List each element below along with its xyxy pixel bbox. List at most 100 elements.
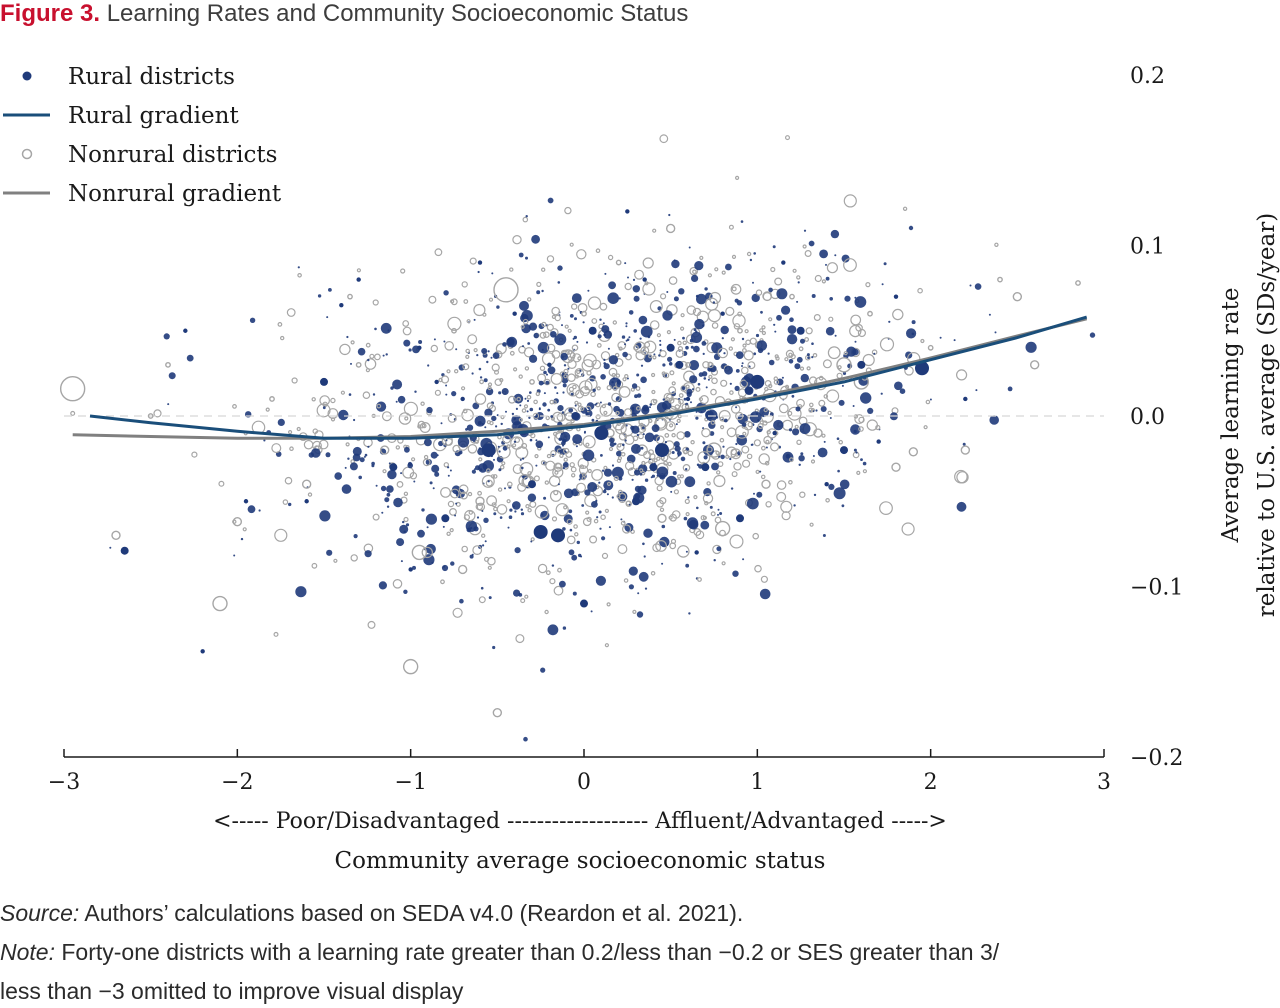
rural-district-point [562,527,566,531]
nonrural-district-point [741,445,750,454]
omission-note-line-2: less than −3 omitted to improve visual d… [0,978,464,1004]
rural-district-point [529,438,533,442]
rural-district-point [595,499,598,502]
nonrural-district-point [693,495,698,500]
nonrural-district-point [730,448,742,460]
nonrural-district-point [808,407,814,413]
nonrural-district-point [927,344,934,351]
nonrural-district-point [702,493,714,504]
rural-district-point [677,451,682,456]
nonrural-district-point [457,564,468,575]
nonrural-district-point [474,393,487,405]
nonrural-district-point [487,556,496,566]
rural-district-point [673,441,680,448]
nonrural-district-point [307,492,313,497]
rural-district-point [451,391,457,397]
nonrural-district-point [595,248,601,254]
rural-district-point [502,445,508,451]
rural-district-point [636,373,640,377]
nonrural-district-point [514,437,521,443]
nonrural-district-point [711,322,719,329]
nonrural-district-point [719,425,725,430]
rural-district-point [498,468,502,472]
rural-district-point [628,336,631,339]
nonrural-district-point [506,481,513,488]
rural-district-point [788,359,794,364]
rural-district-point [556,392,559,395]
nonrural-district-point [280,335,285,341]
nonrural-district-point [678,398,684,405]
rural-district-point [600,374,606,380]
nonrural-district-point [511,443,517,448]
rural-district-point [830,229,840,239]
nonrural-district-point [635,386,641,391]
nonrural-district-point [544,480,550,485]
nonrural-district-point [676,418,681,423]
rural-district-point [671,259,680,269]
rural-district-point [502,342,507,347]
rural-district-point [601,469,605,472]
rural-district-point [353,534,358,539]
nonrural-district-point [461,281,468,288]
rural-district-point [528,416,531,419]
rural-district-point [776,288,788,300]
rural-district-point [800,373,809,383]
rural-district-point [671,451,675,454]
nonrural-district-point [607,254,614,261]
x-tick-label: −3 [48,770,80,795]
nonrural-district-point [497,487,503,492]
rural-district-point [442,525,445,528]
rural-district-point [796,356,803,363]
rural-district-point [659,343,662,346]
nonrural-district-point [533,475,540,482]
rural-district-point [781,305,791,315]
rural-district-point [525,256,528,260]
rural-district-point [372,393,376,396]
nonrural-district-point [546,323,554,331]
rural-district-point [672,471,677,475]
rural-district-point [716,546,722,552]
y-tick-label: 0.1 [1130,235,1165,260]
rural-district-point [382,354,385,357]
rural-district-point [495,425,498,428]
rural-district-point [443,290,449,296]
rural-district-point [691,274,699,282]
rural-district-point [380,485,387,492]
rural-district-point [543,496,547,500]
nonrural-district-point [768,317,773,322]
rural-district-point [519,404,522,407]
rural-district-point [477,260,483,265]
nonrural-district-point [652,355,657,360]
rural-district-point [659,339,662,342]
rural-district-point [675,360,684,369]
rural-district-point [599,401,602,404]
nonrural-district-point [463,299,469,304]
rural-district-point [690,401,692,404]
rural-district-point [484,426,487,429]
rural-district-point [513,418,516,421]
nonrural-district-point [551,516,558,522]
nonrural-district-point [603,465,608,470]
nonrural-district-point [825,497,830,503]
y-axis-title-line-1: Average learning rate [1218,288,1244,544]
nonrural-district-point [551,306,561,316]
nonrural-district-point [787,406,802,421]
note-label: Note: [0,939,55,965]
nonrural-district-point [372,299,379,306]
nonrural-district-point [639,468,644,473]
rural-district-point [599,527,602,530]
nonrural-district-point [675,349,685,358]
rural-district-point [408,567,413,572]
nonrural-district-point [564,206,572,215]
rural-district-point [481,443,496,458]
nonrural-district-point [648,354,653,359]
nonrural-district-point [591,318,598,324]
nonrural-district-point [618,489,623,495]
nonrural-district-point [496,504,508,515]
rural-district-point [962,442,966,446]
rural-district-point [741,365,743,367]
rural-district-point [320,377,328,386]
nonrural-district-point [580,406,585,411]
nonrural-district-point [843,258,857,272]
rural-district-point [873,352,876,355]
